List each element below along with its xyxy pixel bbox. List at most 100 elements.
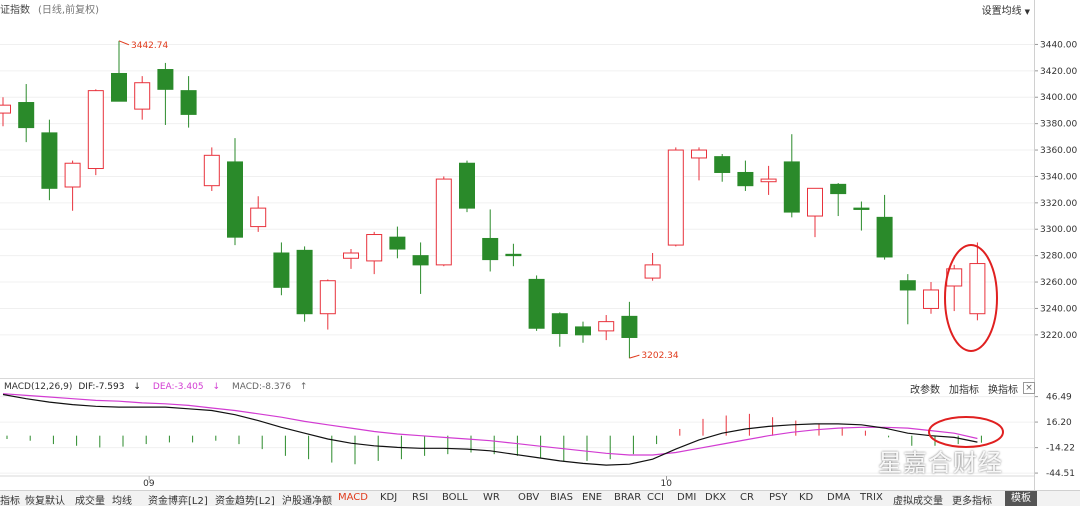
candle[interactable] [18,84,35,143]
candle[interactable] [412,242,429,294]
tab-ene[interactable]: ENE [582,492,603,503]
tab-rsi[interactable]: RSI [412,492,429,503]
candle[interactable] [319,279,336,330]
price-tick-label: 3380.00 [1040,120,1077,130]
tab-item-2[interactable]: 成交量 [75,496,105,507]
candle[interactable] [923,282,939,314]
candle[interactable] [157,62,174,125]
candle[interactable] [203,147,220,191]
tab-brar[interactable]: BRAR [614,492,642,503]
candle[interactable] [505,243,522,267]
tab-dma[interactable]: DMA [827,492,851,503]
dif-value: DIF:-7.593 ↓ [78,382,141,392]
tab-item-24[interactable]: 虚拟成交量 [893,496,943,507]
ma-settings-button[interactable]: 设置均线 ▼ [982,2,1030,17]
candle[interactable] [830,183,847,217]
candle[interactable] [180,76,197,128]
tab-trix[interactable]: TRIX [860,492,883,503]
candle-body [714,156,731,173]
candle[interactable] [87,89,104,176]
candle[interactable] [737,160,754,191]
add-indicator-button[interactable]: 加指标 [949,385,979,396]
tab-dmi[interactable]: DMI [677,492,697,503]
macd-tick-label: -44.51 [1046,469,1075,479]
macd-tick-label: 16.20 [1046,418,1072,428]
candle[interactable] [435,176,452,267]
tab-item-6[interactable]: 沪股通净额 [282,496,332,507]
price-tick-label: 3320.00 [1040,199,1077,209]
candles[interactable] [0,40,986,359]
close-icon[interactable]: × [1023,382,1035,394]
arrow-down-icon: ↓ [212,382,220,392]
candle[interactable] [575,321,591,343]
tab-dkx[interactable]: DKX [705,492,727,503]
edit-params-button[interactable]: 改参数 [910,385,940,396]
candle[interactable] [482,209,499,272]
candle[interactable] [366,231,383,275]
price-tick-label: 3240.00 [1040,304,1077,314]
candle[interactable] [551,312,568,347]
candle-body [505,253,522,257]
candle[interactable] [667,147,684,247]
tab-wr[interactable]: WR [483,492,500,503]
candle[interactable] [760,165,777,195]
tab-item-0[interactable]: 指标 [0,496,20,507]
candle-body [830,183,847,195]
tab-l2[interactable]: 资金趋势[L2] [215,496,275,507]
candle[interactable] [807,187,823,238]
tab-item-1[interactable]: 恢复默认 [25,496,65,507]
candle-body [366,234,383,262]
candle[interactable] [0,97,11,127]
indicator-tab-bar: 指标 恢复默认 成交量 均线 资金博弈[L2] 资金趋势[L2] 沪股通净额 MACD KDJ R… [0,490,1080,507]
tab-item-26[interactable]: 模板 [1005,491,1037,506]
tab-macd[interactable]: MACD [338,492,368,503]
tab-kd[interactable]: KD [799,492,814,503]
candle[interactable] [899,274,916,325]
switch-indicator-button[interactable]: 换指标 [988,385,1018,396]
candle[interactable] [64,160,81,211]
candle[interactable] [946,264,963,312]
tab-item-3[interactable]: 均线 [112,496,132,507]
candle[interactable] [876,194,893,260]
tab-psy[interactable]: PSY [769,492,788,503]
price-tick-label: 3360.00 [1040,146,1077,156]
candle[interactable] [644,253,661,281]
tab-kdj[interactable]: KDJ [380,492,398,503]
highlight-circle [928,416,1004,448]
candle[interactable] [250,196,267,232]
candle[interactable] [598,315,615,341]
chart-canvas[interactable]: 3440.00 3420.00 3400.00 3380.00 3360.00 3340.… [0,0,1080,490]
candle-body [528,278,545,329]
candle[interactable] [853,201,870,231]
candle[interactable] [783,134,800,218]
tab-cr[interactable]: CR [740,492,754,503]
candle[interactable] [389,226,406,259]
price-tick-label: 3260.00 [1040,278,1077,288]
candle-body [111,72,127,102]
candle-body [273,252,290,288]
candle-body [551,313,568,335]
candle[interactable] [691,147,707,181]
candle[interactable] [227,138,243,246]
candle[interactable] [273,242,290,296]
candle[interactable] [621,301,638,359]
tab-cci[interactable]: CCI [647,492,664,503]
tab-item-25[interactable]: 更多指标 [952,496,992,507]
candle[interactable] [459,160,475,213]
candle[interactable] [343,249,359,269]
tab-boll[interactable]: BOLL [442,492,468,503]
candle-body [227,161,243,238]
candle[interactable] [714,154,731,182]
candle[interactable] [296,246,313,322]
candle[interactable] [111,40,127,102]
price-tick-label: 3280.00 [1040,252,1077,262]
tab-bias[interactable]: BIAS [550,492,573,503]
tab-obv[interactable]: OBV [518,492,540,503]
candle[interactable] [969,242,986,321]
tab-l2[interactable]: 资金博弈[L2] [148,496,208,507]
candle[interactable] [134,76,151,120]
candle[interactable] [41,119,58,201]
high-label: 3442.74 [131,41,168,51]
high-pointer [118,40,130,46]
candle[interactable] [528,275,545,331]
